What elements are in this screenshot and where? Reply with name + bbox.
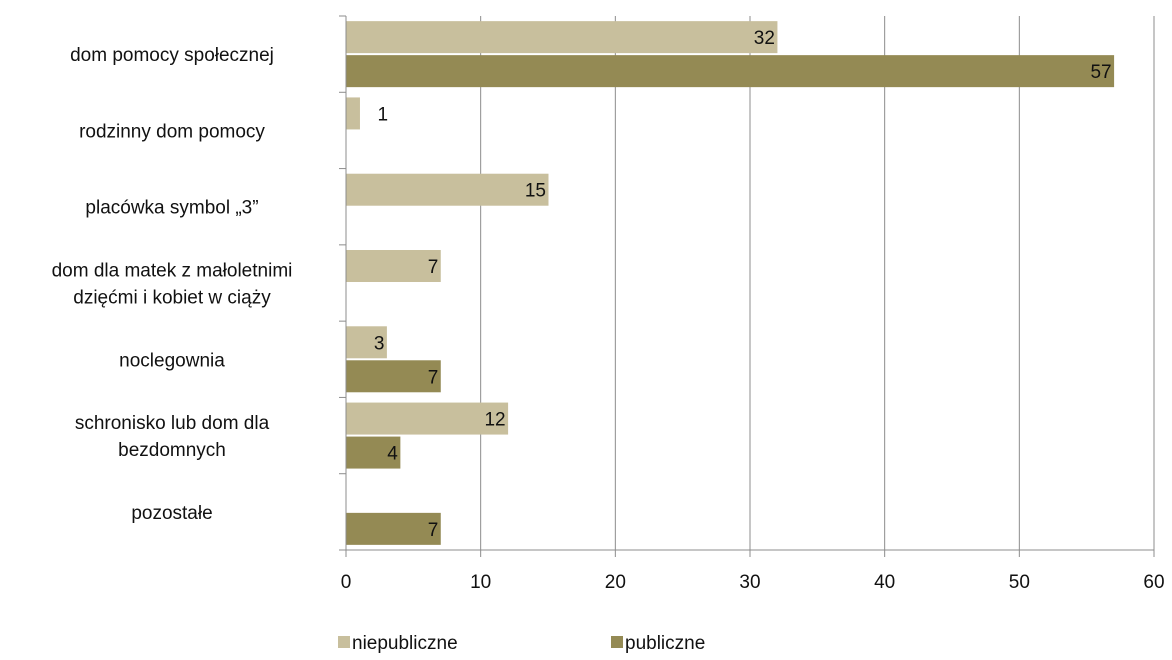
bar-publiczne [346,436,401,469]
data-label: 15 [525,181,546,202]
bars [346,21,1115,545]
x-tick-label: 20 [605,572,626,593]
data-label: 32 [754,28,775,49]
axes [339,15,1155,557]
bar-niepubliczne [346,21,778,54]
bar-niepubliczne [346,173,549,206]
legend: niepubliczne publiczne [338,633,705,654]
data-label: 7 [428,367,439,388]
x-tick-label: 60 [1143,572,1164,593]
data-label: 12 [484,410,505,431]
legend-label-publiczne: publiczne [625,633,705,654]
category-label: schronisko lub dom dla bezdomnych [75,413,270,461]
data-label: 57 [1090,62,1111,83]
category-labels: dom pomocy społecznej rodzinny dom pomocy… [52,45,293,524]
category-label: dom pomocy społecznej [70,45,274,66]
x-tick-label: 30 [739,572,760,593]
category-label: rodzinny dom pomocy [79,121,265,142]
bar-niepubliczne [346,250,441,282]
legend-swatch-niepubliczne [338,636,350,648]
category-label: pozostałe [131,503,212,524]
bar-publiczne [346,512,441,545]
bar-niepubliczne [346,326,387,359]
bar-publiczne [346,360,441,393]
legend-label-niepubliczne: niepubliczne [352,633,458,654]
category-label: dom dla matek z małoletnimi dzięćmi i kob… [52,261,293,309]
x-tick-label: 40 [874,572,895,593]
category-label: noclegownia [119,350,225,371]
data-label: 4 [387,444,398,465]
x-tick-label: 50 [1009,572,1030,593]
data-label: 1 [377,104,388,125]
data-labels: 32 57 1 15 7 3 7 12 4 7 [374,28,1112,541]
gridlines [480,16,1155,550]
bar-niepubliczne [346,402,509,435]
data-label: 7 [428,520,439,541]
bar-publiczne [346,55,1115,88]
x-tick-labels: 0 10 20 30 40 50 60 [341,572,1165,593]
x-tick-label: 10 [470,572,491,593]
data-label: 3 [374,333,385,354]
legend-swatch-publiczne [611,636,623,648]
category-label: placówka symbol „3” [85,198,258,219]
data-label: 7 [428,257,439,278]
x-tick-label: 0 [341,572,352,593]
bar-niepubliczne [346,97,360,130]
